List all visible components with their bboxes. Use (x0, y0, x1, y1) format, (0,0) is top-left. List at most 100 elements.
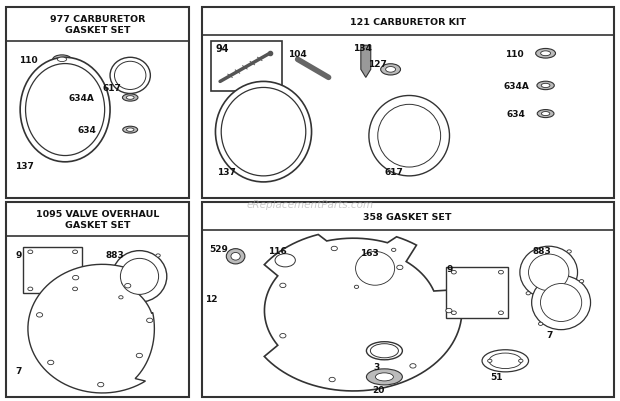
Ellipse shape (370, 344, 399, 358)
Ellipse shape (28, 288, 33, 291)
Text: 116: 116 (268, 246, 286, 255)
Ellipse shape (331, 247, 337, 251)
Ellipse shape (120, 259, 159, 295)
Text: eReplacementParts.com: eReplacementParts.com (246, 200, 374, 209)
Text: 634: 634 (507, 110, 525, 119)
Ellipse shape (531, 276, 591, 330)
Ellipse shape (537, 110, 554, 118)
Text: 137: 137 (217, 168, 236, 177)
Text: 3: 3 (373, 362, 379, 371)
Ellipse shape (366, 342, 402, 360)
Text: 634: 634 (78, 126, 96, 135)
Ellipse shape (329, 377, 335, 382)
Text: 977 CARBURETOR
GASKET SET: 977 CARBURETOR GASKET SET (50, 15, 145, 35)
Ellipse shape (156, 254, 160, 257)
Ellipse shape (537, 82, 554, 91)
Ellipse shape (146, 318, 153, 323)
Ellipse shape (73, 250, 78, 254)
Ellipse shape (231, 253, 241, 261)
Text: 529: 529 (209, 244, 228, 253)
Ellipse shape (25, 65, 105, 156)
Ellipse shape (73, 276, 79, 280)
Text: 617: 617 (102, 84, 121, 93)
Ellipse shape (221, 88, 306, 176)
Text: 163: 163 (360, 248, 378, 257)
Ellipse shape (451, 271, 456, 274)
Ellipse shape (489, 353, 521, 369)
Text: 358 GASKET SET: 358 GASKET SET (363, 212, 452, 221)
Text: 883: 883 (105, 250, 124, 259)
Ellipse shape (487, 359, 492, 363)
Text: 127: 127 (368, 60, 386, 69)
Ellipse shape (375, 373, 393, 381)
Ellipse shape (20, 58, 110, 162)
Ellipse shape (567, 250, 571, 253)
Ellipse shape (97, 383, 104, 387)
Ellipse shape (528, 255, 569, 291)
Text: 1095 VALVE OVERHAUL
GASKET SET: 1095 VALVE OVERHAUL GASKET SET (36, 210, 159, 229)
Ellipse shape (226, 249, 245, 264)
Text: 634A: 634A (68, 94, 94, 103)
Text: 12: 12 (205, 294, 217, 303)
Ellipse shape (451, 311, 456, 315)
Bar (6, 8, 189, 198)
Ellipse shape (381, 65, 401, 76)
Ellipse shape (123, 95, 138, 102)
Ellipse shape (48, 360, 54, 365)
Text: 51: 51 (490, 373, 502, 381)
Text: 104: 104 (288, 50, 307, 59)
Ellipse shape (57, 58, 66, 63)
Ellipse shape (216, 82, 312, 182)
Ellipse shape (397, 265, 403, 270)
Ellipse shape (126, 129, 134, 132)
Ellipse shape (580, 280, 584, 283)
Ellipse shape (355, 286, 358, 289)
Text: 20: 20 (373, 385, 385, 394)
Ellipse shape (541, 84, 550, 88)
Polygon shape (264, 235, 462, 391)
Ellipse shape (446, 309, 452, 313)
Polygon shape (361, 46, 371, 78)
Ellipse shape (110, 58, 151, 94)
Text: 9: 9 (16, 250, 22, 259)
Ellipse shape (53, 56, 71, 65)
Ellipse shape (386, 67, 396, 73)
Ellipse shape (275, 254, 295, 267)
Bar (202, 8, 614, 198)
Ellipse shape (119, 296, 123, 299)
Text: 110: 110 (505, 50, 524, 59)
Bar (6, 203, 189, 397)
Ellipse shape (136, 353, 143, 358)
Ellipse shape (378, 105, 441, 168)
Ellipse shape (126, 96, 134, 100)
Text: 134: 134 (353, 44, 372, 53)
Ellipse shape (366, 369, 402, 385)
Ellipse shape (410, 364, 416, 368)
Ellipse shape (73, 288, 78, 291)
Ellipse shape (347, 245, 403, 293)
Ellipse shape (125, 284, 131, 288)
Bar (23, 248, 82, 294)
Text: 7: 7 (547, 330, 553, 339)
Ellipse shape (536, 49, 556, 59)
Ellipse shape (482, 350, 528, 372)
Polygon shape (28, 265, 154, 393)
Ellipse shape (280, 284, 286, 288)
Ellipse shape (280, 334, 286, 338)
Bar (211, 42, 282, 92)
Ellipse shape (272, 252, 298, 269)
Ellipse shape (498, 271, 503, 274)
Ellipse shape (526, 292, 530, 295)
Ellipse shape (37, 313, 43, 317)
Text: 7: 7 (16, 367, 22, 375)
Ellipse shape (520, 247, 578, 299)
Ellipse shape (369, 96, 450, 176)
Bar (446, 268, 508, 318)
Text: 617: 617 (384, 168, 403, 177)
Text: 883: 883 (533, 246, 551, 255)
Ellipse shape (392, 249, 396, 252)
Ellipse shape (115, 62, 146, 90)
Ellipse shape (123, 127, 138, 134)
Ellipse shape (541, 112, 550, 116)
Ellipse shape (28, 250, 33, 254)
